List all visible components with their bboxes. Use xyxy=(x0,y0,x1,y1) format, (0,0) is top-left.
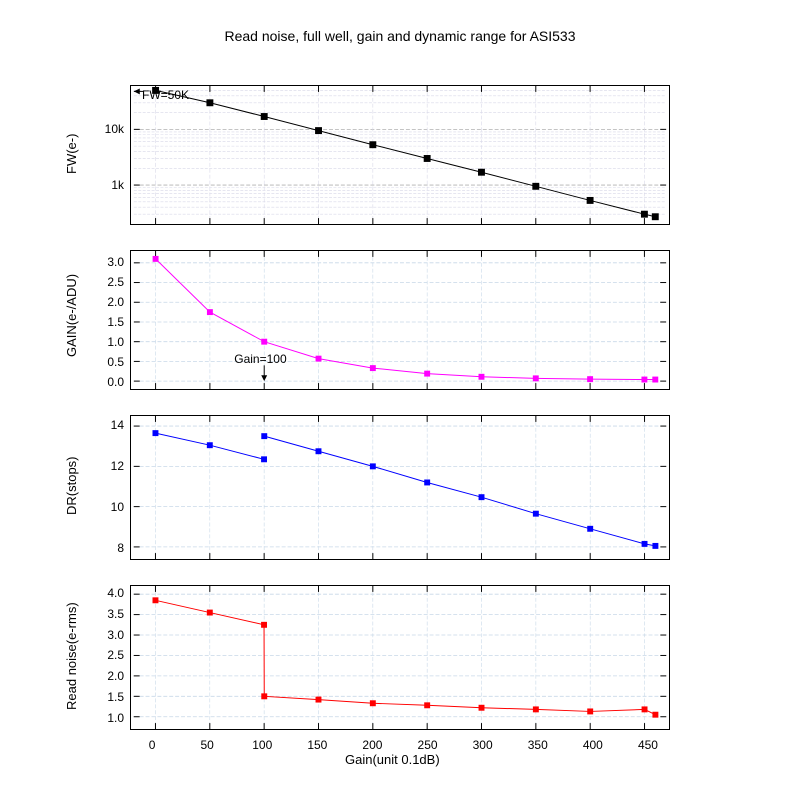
ytick-label: 8 xyxy=(64,541,124,555)
annotation: FW=50K xyxy=(142,88,189,102)
ytick-label: 1k xyxy=(64,178,124,192)
xtick-label: 450 xyxy=(638,738,658,752)
ytick-label: 1.0 xyxy=(64,711,124,725)
xtick-label: 0 xyxy=(149,738,156,752)
xtick-label: 250 xyxy=(418,738,438,752)
page-title: Read noise, full well, gain and dynamic … xyxy=(0,28,800,44)
xtick-label: 100 xyxy=(252,738,272,752)
xtick-label: 50 xyxy=(200,738,213,752)
annotation: Gain=100 xyxy=(234,352,286,366)
xtick-label: 150 xyxy=(307,738,327,752)
ytick-label: 3.0 xyxy=(64,255,124,269)
y-axis-label: GAIN(e-/ADU) xyxy=(64,274,79,357)
y-axis-label: DR(stops) xyxy=(64,457,79,516)
ytick-label: 0.0 xyxy=(64,375,124,389)
ytick-label: 4.0 xyxy=(64,586,124,600)
y-axis-label: Read noise(e-rms) xyxy=(64,603,79,711)
xtick-label: 350 xyxy=(528,738,548,752)
ytick-label: 14 xyxy=(64,418,124,432)
panel-gain xyxy=(130,250,670,390)
xtick-label: 200 xyxy=(362,738,382,752)
panel-dr xyxy=(130,415,670,560)
panel-fw xyxy=(130,85,670,225)
x-axis-label: Gain(unit 0.1dB) xyxy=(345,752,440,767)
xtick-label: 400 xyxy=(583,738,603,752)
chart-page: Read noise, full well, gain and dynamic … xyxy=(0,0,800,800)
xtick-label: 300 xyxy=(473,738,493,752)
panel-rn xyxy=(130,585,670,730)
y-axis-label: FW(e-) xyxy=(64,133,79,173)
ytick-label: 0.5 xyxy=(64,355,124,369)
